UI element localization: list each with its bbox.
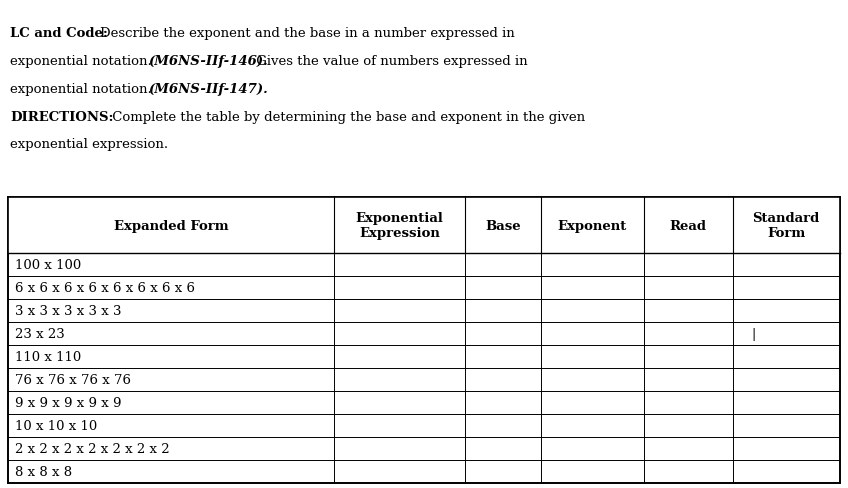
Text: 8 x 8 x 8: 8 x 8 x 8 — [15, 465, 72, 478]
Text: Read: Read — [670, 219, 706, 232]
Text: 9 x 9 x 9 x 9 x 9: 9 x 9 x 9 x 9 x 9 — [15, 396, 122, 409]
Text: 2 x 2 x 2 x 2 x 2 x 2 x 2: 2 x 2 x 2 x 2 x 2 x 2 x 2 — [15, 442, 170, 455]
Text: 10 x 10 x 10: 10 x 10 x 10 — [15, 419, 98, 432]
Bar — [8, 198, 840, 254]
Text: LC and Code:: LC and Code: — [10, 27, 108, 40]
Text: exponential expression.: exponential expression. — [10, 138, 168, 151]
Text: Standard
Form: Standard Form — [752, 212, 820, 240]
Text: exponential notation.: exponential notation. — [10, 55, 156, 68]
Text: Expanded Form: Expanded Form — [114, 219, 228, 232]
Text: 110 x 110: 110 x 110 — [15, 350, 81, 364]
Text: DIRECTIONS:: DIRECTIONS: — [10, 110, 114, 123]
Text: 6 x 6 x 6 x 6 x 6 x 6 x 6 x 6: 6 x 6 x 6 x 6 x 6 x 6 x 6 x 6 — [15, 282, 195, 295]
Text: 23 x 23: 23 x 23 — [15, 327, 65, 341]
Text: (M6NS-IIf-146).: (M6NS-IIf-146). — [148, 55, 268, 68]
Text: 76 x 76 x 76 x 76: 76 x 76 x 76 x 76 — [15, 373, 131, 386]
Text: Exponential
Expression: Exponential Expression — [355, 212, 444, 240]
Text: Exponent: Exponent — [558, 219, 627, 232]
Text: Base: Base — [485, 219, 521, 232]
Text: (M6NS-IIf-147).: (M6NS-IIf-147). — [148, 82, 268, 96]
Text: 100 x 100: 100 x 100 — [15, 259, 81, 272]
Text: Describe the exponent and the base in a number expressed in: Describe the exponent and the base in a … — [100, 27, 515, 40]
Text: |: | — [752, 327, 756, 341]
Text: Complete the table by determining the base and exponent in the given: Complete the table by determining the ba… — [108, 110, 585, 123]
Bar — [8, 198, 840, 483]
Text: Gives the value of numbers expressed in: Gives the value of numbers expressed in — [252, 55, 527, 68]
Text: exponential notation.: exponential notation. — [10, 82, 156, 96]
Text: 3 x 3 x 3 x 3 x 3: 3 x 3 x 3 x 3 x 3 — [15, 305, 122, 318]
